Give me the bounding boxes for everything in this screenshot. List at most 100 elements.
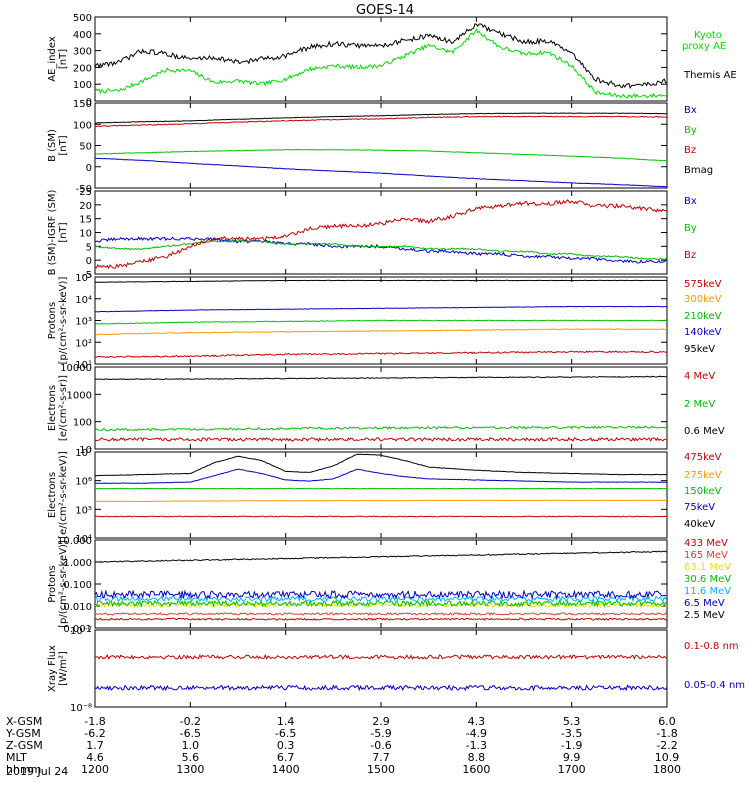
legend-label: 63.1 MeV [684, 562, 731, 573]
y-tick-label: 50 [79, 142, 92, 153]
y-tick-label: 10⁻⁷ [70, 626, 92, 637]
legend-label: 0.1-0.8 nm [684, 641, 739, 652]
date-label: 2019 Jul 24 [6, 765, 68, 778]
orbit-row-value: -0.6 [370, 739, 391, 752]
legend-label: 0.05-0.4 nm [684, 680, 745, 691]
y-axis-title: [p/(cm²-s-sr-keV)] [58, 277, 69, 365]
y-tick-label: 0 [86, 256, 92, 267]
orbit-row-label: Y-GSM [5, 727, 41, 740]
y-tick-label: 500 [73, 13, 92, 24]
panel-frame [94, 451, 668, 539]
y-tick-label: 300 [73, 47, 92, 58]
orbit-row-label: hhmm [6, 763, 41, 776]
panel-5: 10000 1000 100 10 Electrons [e/(cm²-s-sr)] 4 M… [47, 363, 725, 456]
series-40kev-line [95, 453, 667, 477]
series-165-mev-line [95, 612, 667, 616]
legend-label: 575keV [684, 279, 722, 290]
orbit-row-value: -6.5 [275, 727, 296, 740]
orbit-row-value: 1200 [81, 763, 109, 776]
y-axis-title: [e/(cm²-s-sr)] [58, 375, 69, 441]
series-bmag-line [95, 112, 667, 124]
legend-label: proxy AE [682, 41, 726, 52]
legend-label: 75keV [684, 502, 715, 513]
series-210kev-line [95, 319, 667, 325]
y-tick-label: 25 [79, 187, 92, 198]
y-tick-label: 10¹ [75, 360, 92, 371]
orbit-row-value: 1.4 [277, 715, 295, 728]
orbit-row-value: 1.0 [182, 739, 200, 752]
legend-label: 2.5 MeV [684, 610, 725, 621]
orbit-row-label: Z-GSM [6, 739, 43, 752]
legend-label: Bz [684, 145, 696, 156]
panel-2: 150 100 50 0 -50 B (SM) [nT] Bx By Bz Bmag [47, 99, 713, 195]
y-tick-label: 100 [73, 418, 92, 429]
figure-title: GOES-14 [356, 3, 414, 18]
series-bz-line [95, 115, 667, 128]
series-2-mev-line [95, 425, 667, 432]
orbit-row-value: -2.2 [656, 739, 677, 752]
y-axis-title: Electrons [47, 385, 58, 431]
orbit-ephemeris-table: X-GSM -1.8 -0.2 1.4 2.9 4.3 5.3 6.0 Y-GSM -6.2 -6.… [5, 715, 681, 776]
y-axis-title: B (SM) [47, 129, 58, 162]
y-tick-label: 0 [86, 97, 92, 108]
y-tick-label: 10⁵ [75, 505, 92, 516]
series-bx-line [95, 236, 667, 264]
series-0-05-0-4-nm-line [95, 684, 667, 692]
y-axis-title: Xray Flux [47, 645, 58, 692]
orbit-row-value: -1.9 [561, 739, 582, 752]
orbit-row-value: 4.3 [468, 715, 486, 728]
y-tick-label: 0 [86, 163, 92, 174]
y-tick-label: -5 [82, 270, 92, 281]
y-tick-label: 10 [79, 445, 92, 456]
y-tick-label: 100 [73, 120, 92, 131]
legend-label: 40keV [684, 519, 715, 530]
legend-label: By [684, 125, 697, 136]
legend-label: 275keV [684, 470, 722, 481]
y-tick-label: 10⁵ [75, 273, 92, 284]
y-tick-label: 10⁴ [75, 295, 92, 306]
y-tick-label: 150 [73, 99, 92, 110]
orbit-row-value: 1700 [558, 763, 586, 776]
y-tick-label: 0.001 [63, 624, 92, 635]
y-axis-title: [nT] [58, 49, 69, 69]
orbit-row-value: 1300 [176, 763, 204, 776]
y-tick-label: 0.010 [63, 602, 92, 613]
series-75kev-line [95, 468, 667, 484]
orbit-row-value: -6.5 [180, 727, 201, 740]
legend-label: Bmag [684, 165, 713, 176]
series-by-line [95, 240, 667, 261]
orbit-row-value: -1.8 [656, 727, 677, 740]
series-6-5-mev-line [95, 589, 667, 600]
orbit-row-value: -4.9 [466, 727, 487, 740]
orbit-row-value: 5.6 [182, 751, 200, 764]
series-bz-line [95, 199, 667, 270]
series-0-1-0-8-nm-line [95, 653, 667, 660]
series-themis-ae-line [95, 23, 667, 90]
legend-label: 300keV [684, 294, 722, 305]
orbit-row-value: -0.2 [180, 715, 201, 728]
y-axis-title: [nT] [58, 222, 69, 242]
y-tick-label: 10⁴ [75, 534, 92, 545]
legend-label: 95keV [684, 344, 715, 355]
y-tick-label: 10² [75, 338, 92, 349]
series-2-5-mev-line [95, 550, 667, 563]
orbit-row-value: -3.5 [561, 727, 582, 740]
orbit-row-value: 8.8 [468, 751, 486, 764]
y-tick-label: 10³ [75, 317, 92, 328]
series-0-6-mev-line [95, 375, 667, 381]
orbit-row-value: 1600 [462, 763, 490, 776]
orbit-row-value: 7.7 [372, 751, 390, 764]
y-axis-title: [W/m²] [58, 651, 69, 686]
legend-label: 4 MeV [684, 371, 715, 382]
y-tick-label: 1000 [67, 390, 92, 401]
panel-8: 10⁻⁷ 10⁻⁸ Xray Flux [W/m²] 0.1-0.8 nm 0.05-0.… [47, 626, 745, 714]
legend-label: 150keV [684, 486, 722, 497]
series-140kev-line [95, 305, 667, 313]
series-475kev-line [95, 515, 667, 518]
orbit-row-value: 0.3 [277, 739, 295, 752]
y-axis-title: AE_index [47, 36, 58, 82]
y-tick-label: 10⁶ [75, 477, 92, 488]
legend-label: Bz [684, 250, 696, 261]
